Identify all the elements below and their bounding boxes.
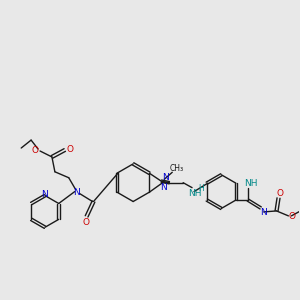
Text: CH₃: CH₃ [169, 164, 183, 173]
Text: H: H [198, 184, 204, 193]
Text: N: N [260, 208, 267, 217]
Text: NH: NH [188, 189, 202, 198]
Text: O: O [276, 189, 283, 198]
Text: N: N [42, 190, 48, 199]
Text: O: O [82, 218, 89, 227]
Text: O: O [32, 146, 39, 155]
Text: O: O [289, 212, 296, 221]
Text: N: N [162, 173, 169, 182]
Text: O: O [66, 145, 73, 154]
Text: NH: NH [244, 179, 257, 188]
Text: N: N [73, 188, 80, 197]
Text: N: N [160, 183, 167, 192]
